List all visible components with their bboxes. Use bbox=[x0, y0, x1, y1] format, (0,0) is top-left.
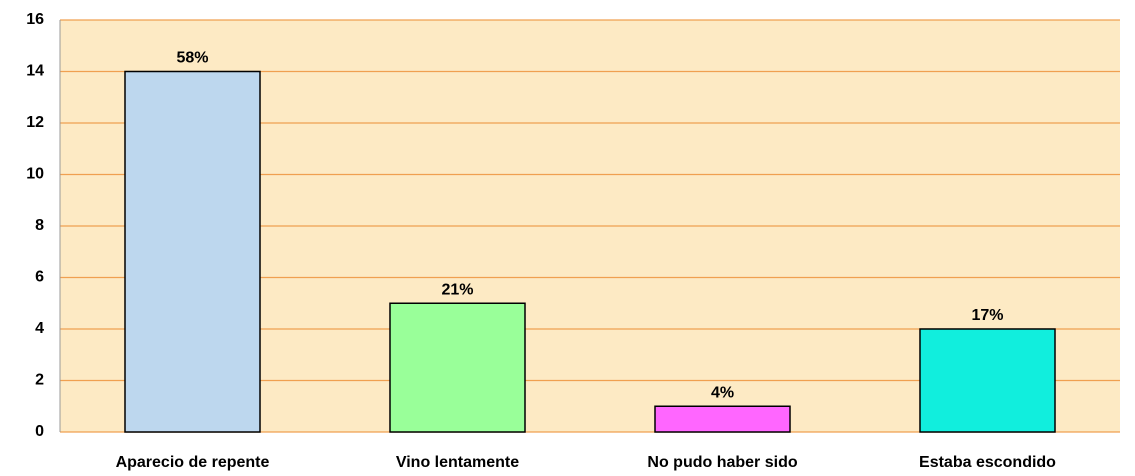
y-tick-label: 16 bbox=[26, 11, 44, 28]
x-tick-label: Aparecio de repente bbox=[116, 454, 270, 471]
y-tick-label: 0 bbox=[35, 423, 44, 440]
data-label: 58% bbox=[176, 50, 208, 67]
y-tick-label: 14 bbox=[26, 63, 44, 80]
x-tick-label: Vino lentamente bbox=[396, 454, 519, 471]
y-tick-label: 6 bbox=[35, 269, 44, 286]
data-label: 17% bbox=[971, 307, 1003, 324]
y-tick-label: 12 bbox=[26, 114, 44, 131]
y-tick-label: 10 bbox=[26, 166, 44, 183]
y-tick-label: 2 bbox=[35, 372, 44, 389]
y-tick-label: 4 bbox=[35, 320, 44, 337]
x-tick-label: Estaba escondido bbox=[919, 454, 1056, 471]
bar bbox=[124, 70, 261, 433]
bar bbox=[919, 328, 1056, 433]
bar bbox=[389, 302, 526, 433]
y-tick-label: 8 bbox=[35, 217, 44, 234]
bar bbox=[654, 405, 791, 433]
data-label: 4% bbox=[711, 384, 734, 401]
x-tick-label: No pudo haber sido bbox=[647, 454, 797, 471]
data-label: 21% bbox=[441, 281, 473, 298]
